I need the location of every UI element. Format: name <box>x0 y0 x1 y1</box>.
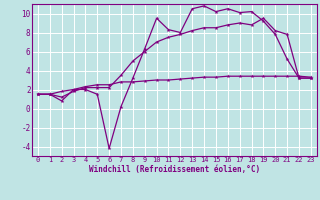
X-axis label: Windchill (Refroidissement éolien,°C): Windchill (Refroidissement éolien,°C) <box>89 165 260 174</box>
